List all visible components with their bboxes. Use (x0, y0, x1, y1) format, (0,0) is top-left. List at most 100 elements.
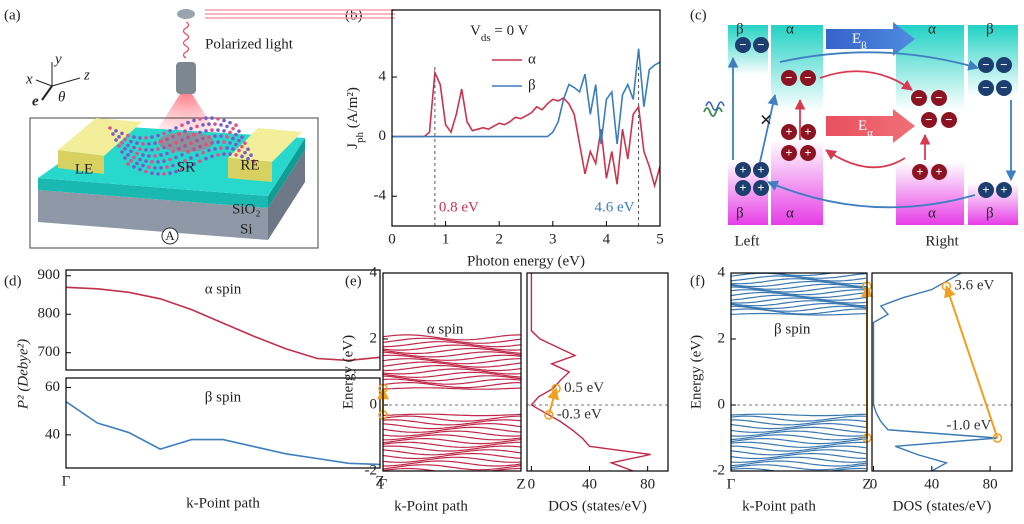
atom (138, 147, 142, 151)
field-arrow (826, 109, 915, 143)
re-front (228, 158, 272, 182)
atom (186, 120, 190, 125)
carrier-sign: − (945, 112, 952, 127)
band-line (383, 445, 521, 452)
atom (183, 129, 187, 133)
x-tick-label: 5 (656, 231, 664, 247)
photon (705, 101, 725, 111)
band-line (383, 460, 521, 467)
band-line (383, 430, 521, 437)
plot-area (530, 273, 651, 471)
atom (132, 135, 136, 139)
atom (192, 147, 196, 151)
panel-label: (b) (345, 7, 363, 23)
carrier (753, 162, 769, 178)
atom (120, 141, 124, 145)
carrier (978, 80, 994, 96)
atom (210, 116, 214, 120)
series-line (66, 286, 380, 362)
atom (141, 142, 145, 146)
atom (216, 153, 220, 157)
atom (231, 126, 235, 131)
band-line (383, 378, 521, 385)
band-line (383, 441, 521, 448)
atom (174, 141, 178, 145)
carrier (996, 182, 1012, 198)
transfer-arrow (759, 93, 779, 163)
y-tick-label: 700 (38, 344, 61, 360)
band-box (771, 25, 823, 111)
band-line (383, 368, 521, 375)
atom (222, 118, 226, 123)
series-line (392, 69, 660, 189)
atom (165, 151, 169, 156)
ammeter (161, 227, 179, 245)
transfer-arrow (825, 149, 906, 169)
spin-label: β (736, 21, 744, 37)
marker-label: 4.6 eV (595, 199, 635, 215)
atom (186, 150, 190, 154)
atom (120, 150, 124, 154)
band-line (731, 419, 867, 426)
band-line (383, 341, 521, 348)
atom (213, 147, 217, 151)
atom (111, 132, 115, 136)
band-line (731, 456, 867, 463)
x-tick-label: 0 (870, 476, 878, 492)
carrier-sign: + (757, 162, 764, 177)
carrier (931, 164, 947, 180)
axis-z (51, 77, 81, 87)
y-tick-label: 4 (379, 68, 387, 84)
y-axis-label: P² (Debye²) (15, 339, 31, 410)
field-arrow (826, 22, 915, 56)
atom (180, 153, 184, 157)
y-axis-label-main: J (345, 143, 361, 149)
carrier-sign: − (915, 90, 922, 105)
spin-label: β (736, 205, 744, 221)
x-tick-label: Z (375, 473, 384, 489)
atom (222, 152, 226, 156)
y-tick-label: 40 (45, 426, 60, 442)
annotation-title-sub: ds (481, 32, 491, 44)
atom (180, 167, 184, 172)
atom (240, 154, 244, 159)
atom (228, 141, 232, 145)
atom (147, 165, 151, 169)
atom (189, 156, 193, 160)
dos-point (992, 433, 1003, 443)
si-side (268, 150, 305, 240)
panel-label: (e) (345, 273, 362, 289)
dos-point (941, 281, 952, 291)
field-label: Eα (858, 118, 873, 138)
band-line (383, 371, 521, 379)
carrier (735, 37, 751, 53)
x-axis-label: DOS (states/eV) (893, 498, 992, 514)
side-label: Right (925, 233, 959, 249)
atom (213, 122, 217, 126)
plot-frame (391, 9, 661, 227)
atom (159, 166, 163, 170)
atom (192, 118, 196, 123)
atom (162, 131, 166, 136)
atom (210, 128, 214, 132)
panel-label: (a) (4, 7, 21, 23)
carrier (941, 112, 957, 128)
atom (186, 165, 190, 169)
plot-frame (871, 272, 1013, 472)
point-label: 3.6 eV (954, 278, 994, 294)
atom (123, 156, 127, 160)
y-tick-label: -2 (365, 462, 378, 478)
atom (234, 123, 238, 128)
atom (129, 159, 133, 163)
carrier-sign: + (739, 162, 746, 177)
band-line (731, 467, 867, 471)
band-line (731, 273, 867, 279)
ammeter-label: A (165, 228, 175, 243)
carrier-sign: + (804, 145, 811, 160)
carrier-sign: − (1000, 57, 1007, 72)
band-line (731, 434, 867, 441)
band-line (383, 467, 521, 471)
subtitle: β spin (774, 321, 811, 337)
band-line (731, 449, 867, 456)
